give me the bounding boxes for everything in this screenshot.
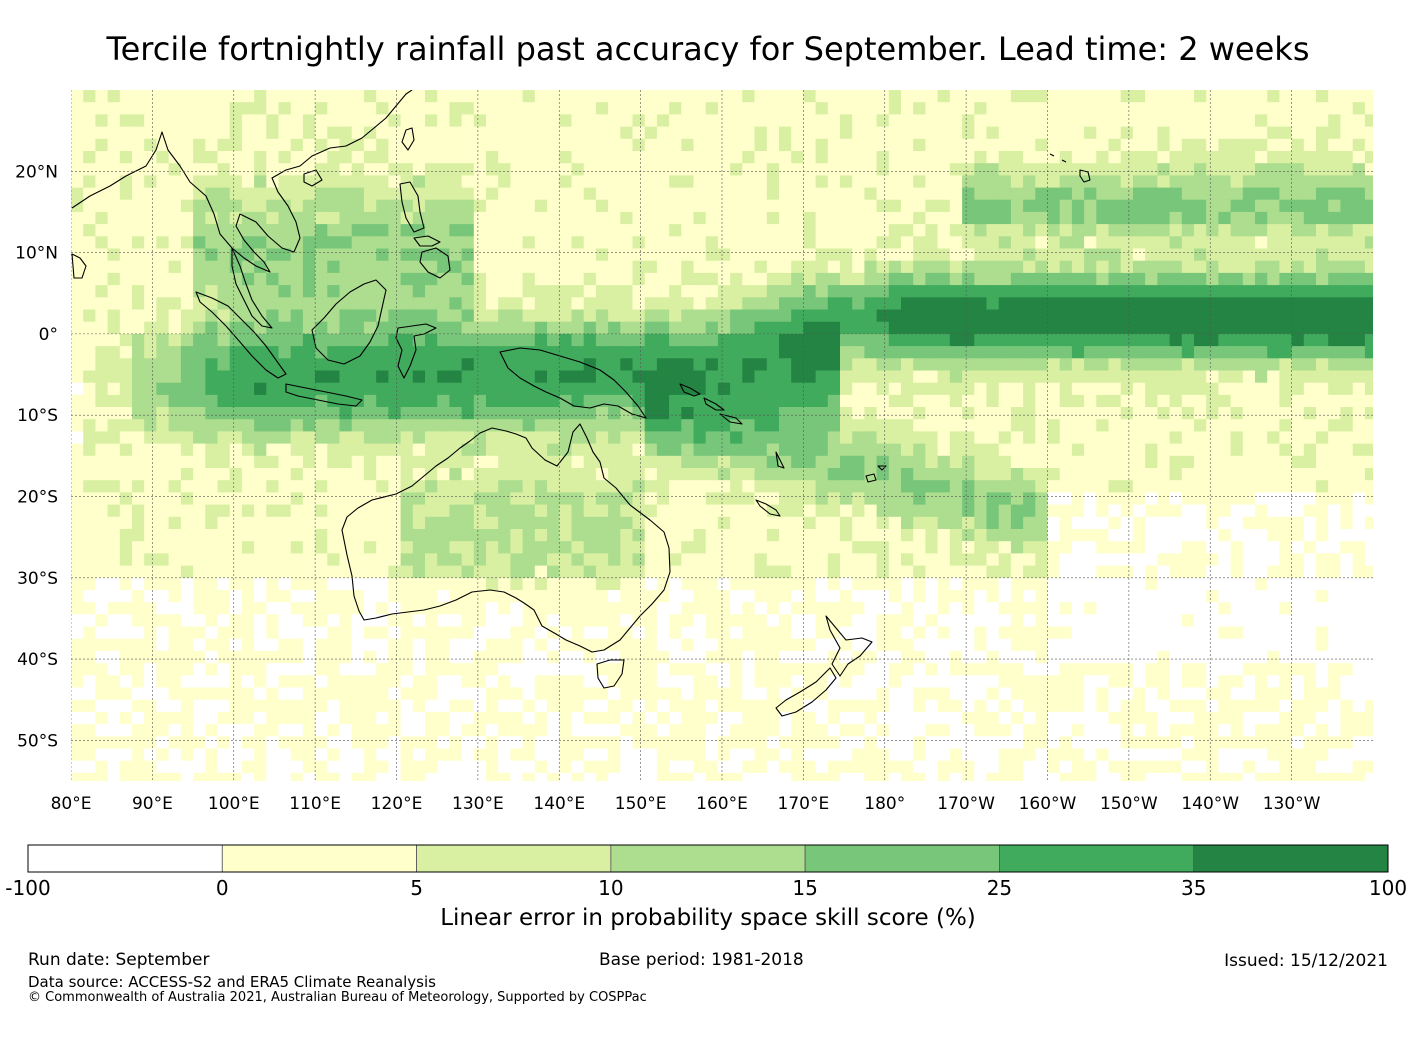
colorbar-tick-label: -100 bbox=[5, 876, 51, 900]
longitude-tick-label: 160°W bbox=[1019, 794, 1077, 814]
skill-score-grid bbox=[71, 90, 1373, 781]
colorbar-swatch bbox=[804, 844, 1000, 873]
colorbar-title: Linear error in probability space skill … bbox=[440, 905, 976, 931]
coastline-hawaii bbox=[1049, 153, 1091, 183]
coastline-new-zealand-north bbox=[825, 615, 873, 677]
latitude-labels: 20°N 10°N 0° 10°S 20°S 30°S 40°S 50°S bbox=[15, 162, 58, 751]
longitude-tick-label: 130°E bbox=[452, 794, 504, 814]
longitude-tick-label: 150°E bbox=[615, 794, 667, 814]
graticule bbox=[71, 90, 1373, 781]
latitude-tick-label: 20°S bbox=[17, 487, 58, 507]
longitude-labels: 80°E 90°E 100°E 110°E 120°E 130°E 140°E 150°E 16… bbox=[51, 794, 1321, 814]
coastline-hainan bbox=[303, 169, 323, 187]
longitude-tick-label: 130°W bbox=[1263, 794, 1321, 814]
colorbar-swatch bbox=[416, 844, 612, 873]
colorbar-tick-label: 100 bbox=[1368, 876, 1408, 900]
colorbar-tick-label: 0 bbox=[215, 876, 229, 900]
latitude-tick-label: 40°S bbox=[17, 650, 58, 670]
latitude-tick-label: 20°N bbox=[15, 162, 58, 182]
longitude-tick-label: 100°E bbox=[208, 794, 260, 814]
coastline-solomon-islands bbox=[679, 383, 743, 425]
map-title: Tercile fortnightly rainfall past accura… bbox=[106, 30, 1310, 68]
longitude-tick-label: 160°E bbox=[696, 794, 748, 814]
coastline-visayas bbox=[413, 235, 441, 247]
coastline-australia bbox=[341, 423, 671, 653]
coastline-vanuatu bbox=[775, 451, 785, 469]
run-date: Run date: September bbox=[28, 950, 210, 970]
latitude-tick-label: 10°N bbox=[15, 244, 58, 264]
colorbar-swatch bbox=[27, 844, 223, 873]
colorbar-tick-label: 10 bbox=[598, 876, 624, 900]
colorbar-swatch bbox=[221, 844, 417, 873]
colorbar-swatch bbox=[610, 844, 806, 873]
copyright: © Commonwealth of Australia 2021, Austra… bbox=[28, 990, 647, 1005]
longitude-tick-label: 110°E bbox=[289, 794, 341, 814]
base-period: Base period: 1981-2018 bbox=[599, 950, 804, 970]
coastline-fiji bbox=[865, 465, 887, 483]
coastline-new-guinea bbox=[499, 347, 647, 419]
longitude-tick-label: 170°E bbox=[778, 794, 830, 814]
colorbar-tick-label: 25 bbox=[986, 876, 1013, 900]
longitude-tick-label: 180° bbox=[864, 794, 905, 814]
coastline-borneo bbox=[311, 279, 387, 365]
coastline-sri-lanka bbox=[71, 253, 87, 279]
colorbar-tick-label: 5 bbox=[410, 876, 423, 900]
latitude-tick-label: 10°S bbox=[17, 406, 58, 426]
longitude-tick-label: 140°E bbox=[533, 794, 585, 814]
colorbar-frame bbox=[27, 844, 1389, 873]
colorbar-swatch bbox=[999, 844, 1195, 873]
coastlines bbox=[71, 90, 1091, 717]
coastline-taiwan bbox=[401, 127, 415, 151]
longitude-tick-label: 120°E bbox=[371, 794, 423, 814]
latitude-tick-label: 30°S bbox=[17, 569, 58, 589]
coastline-new-zealand-south bbox=[775, 667, 837, 717]
longitude-tick-label: 90°E bbox=[132, 794, 173, 814]
colorbar bbox=[27, 844, 1389, 873]
longitude-tick-label: 150°W bbox=[1100, 794, 1158, 814]
coastline-luzon bbox=[399, 181, 425, 233]
issued-date: Issued: 15/12/2021 bbox=[1224, 951, 1388, 971]
coastline-mindanao bbox=[419, 247, 451, 279]
longitude-tick-label: 170°W bbox=[937, 794, 995, 814]
coastline-java bbox=[285, 383, 363, 407]
longitude-tick-label: 80°E bbox=[51, 794, 92, 814]
coastline-new-caledonia bbox=[755, 499, 781, 517]
coastline-tasmania bbox=[596, 659, 625, 689]
coastline-sulawesi bbox=[395, 323, 437, 379]
coastline-mainland-se-asia bbox=[71, 90, 413, 273]
colorbar-swatch bbox=[1193, 844, 1389, 873]
latitude-tick-label: 0° bbox=[39, 325, 58, 345]
latitude-tick-label: 50°S bbox=[17, 731, 58, 751]
colorbar-tick-label: 35 bbox=[1180, 876, 1207, 900]
data-source: Data source: ACCESS-S2 and ERA5 Climate … bbox=[28, 973, 436, 991]
colorbar-tick-label: 15 bbox=[792, 876, 818, 900]
longitude-tick-label: 140°W bbox=[1181, 794, 1239, 814]
coastline-malay-peninsula bbox=[231, 247, 273, 329]
